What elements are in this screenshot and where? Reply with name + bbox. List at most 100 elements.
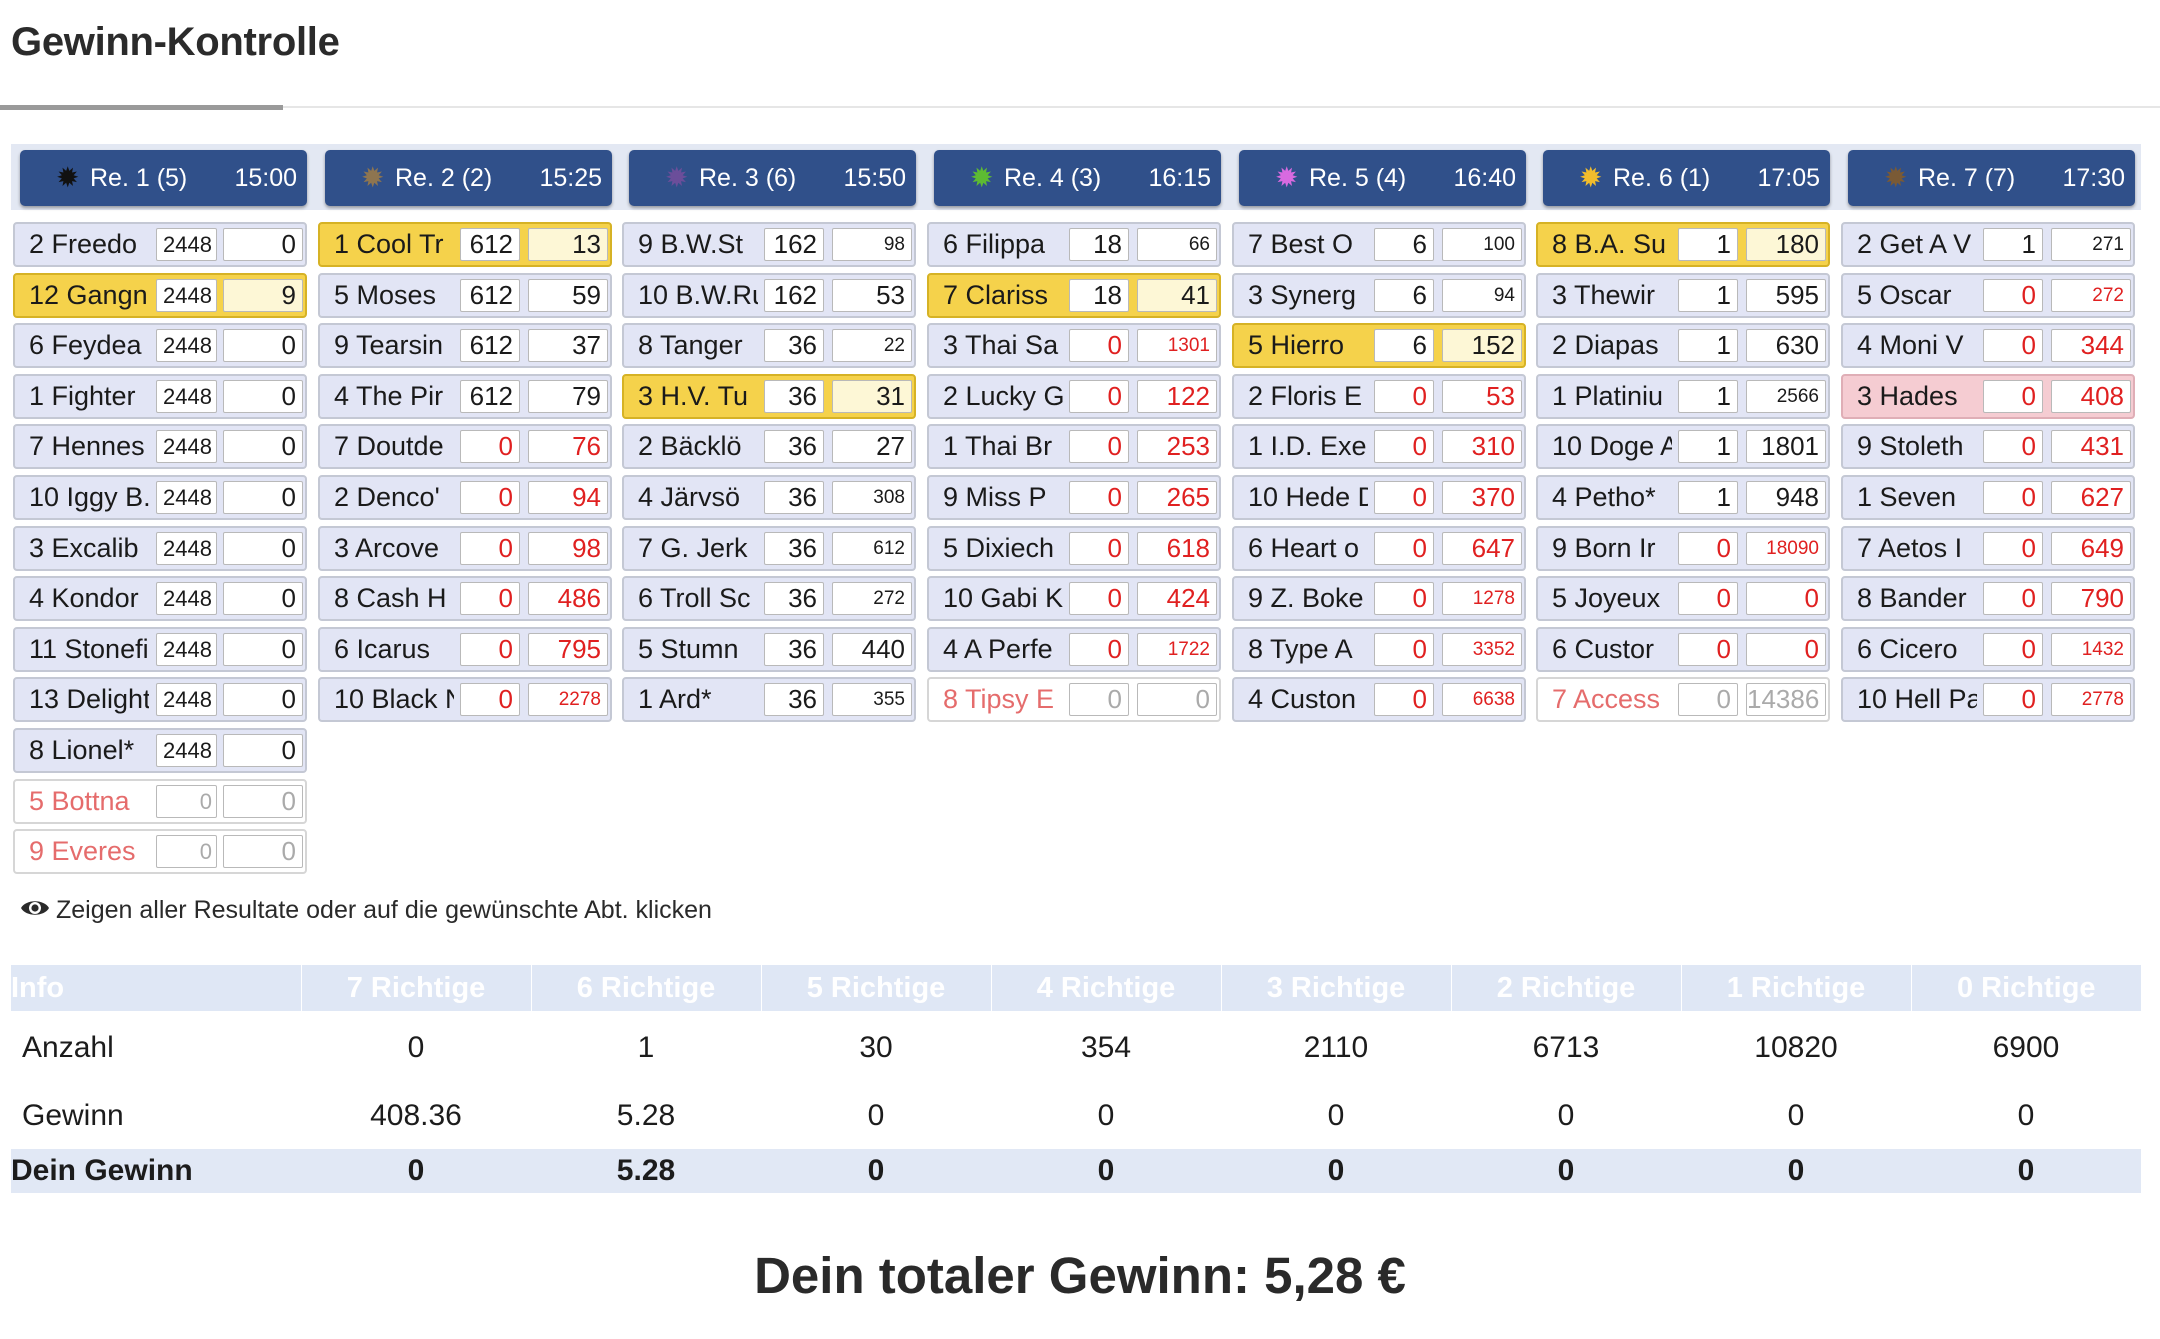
horse-row[interactable]: 8 Cash H 0 486 bbox=[318, 576, 612, 622]
horse-odds-value: 0 bbox=[223, 379, 303, 413]
horse-row[interactable]: 1 Cool Tr 612 13 bbox=[318, 222, 612, 267]
horse-row[interactable]: 2 Lucky G 0 122 bbox=[927, 373, 1221, 419]
horse-odds-value: 1801 bbox=[1746, 430, 1826, 464]
race-tab-5[interactable]: ✹ Re. 5 (4) 16:40 bbox=[1239, 150, 1526, 206]
horse-row[interactable]: 6 Cicero 0 1432 bbox=[1841, 626, 2135, 672]
table-cell: 0 bbox=[867, 1099, 885, 1132]
total-winnings: Dein totaler Gewinn: 5,28 € bbox=[754, 1247, 1406, 1304]
horse-row[interactable]: 4 Petho* 1 948 bbox=[1536, 475, 1830, 520]
horse-row[interactable]: 1 Thai Br 0 253 bbox=[927, 424, 1221, 470]
horse-odds-value: 94 bbox=[1442, 278, 1522, 312]
horse-name: 6 Custor bbox=[1552, 633, 1655, 664]
horse-row[interactable]: 1 Ard* 36 355 bbox=[622, 677, 916, 723]
horse-row[interactable]: 8 Bander 0 790 bbox=[1841, 576, 2135, 622]
horse-odds-value: 440 bbox=[832, 632, 912, 666]
horse-row[interactable]: 2 Freedo 2448 0 bbox=[13, 222, 307, 267]
eye-icon[interactable] bbox=[20, 897, 50, 926]
horse-row[interactable]: 5 Dixiech 0 618 bbox=[927, 525, 1221, 571]
horse-odds-value: 1301 bbox=[1137, 329, 1217, 363]
horse-row[interactable]: 7 Clariss 18 41 bbox=[927, 272, 1221, 318]
horse-row[interactable]: 9 Stoleth 0 431 bbox=[1841, 424, 2135, 470]
horse-row[interactable]: 7 Best O 6 100 bbox=[1232, 222, 1526, 267]
horse-stake-value: 0 bbox=[1983, 632, 2043, 666]
horse-odds-value: 100 bbox=[1442, 228, 1522, 261]
horse-row[interactable]: 7 Aetos I 0 649 bbox=[1841, 525, 2135, 571]
horse-row[interactable]: 3 Thai Sa 0 1301 bbox=[927, 323, 1221, 369]
horse-row[interactable]: 5 Moses 612 59 bbox=[318, 272, 612, 318]
horse-row[interactable]: 5 Hierro 6 152 bbox=[1232, 323, 1526, 369]
horse-row[interactable]: 7 Hennes 2448 0 bbox=[13, 424, 307, 470]
horse-row[interactable]: 12 Gangn 2448 9 bbox=[13, 272, 307, 318]
horse-row[interactable]: 7 Access 0 14386 bbox=[1536, 677, 1830, 723]
horse-row[interactable]: 2 Get A V 1 271 bbox=[1841, 222, 2135, 267]
horse-row[interactable]: 10 Doge A 1 1801 bbox=[1536, 424, 1830, 470]
race-tab-2[interactable]: ✹ Re. 2 (2) 15:25 bbox=[325, 150, 612, 206]
horse-row[interactable]: 3 Thewir 1 595 bbox=[1536, 272, 1830, 318]
horse-row[interactable]: 4 Moni V 0 344 bbox=[1841, 323, 2135, 369]
horse-stake-value: 1 bbox=[1983, 228, 2043, 261]
horse-row[interactable]: 2 Bäcklö 36 27 bbox=[622, 424, 916, 470]
horse-stake-value: 36 bbox=[764, 379, 824, 413]
horse-row[interactable]: 10 B.W.Ru 162 53 bbox=[622, 272, 916, 318]
horse-row[interactable]: 1 Fighter 2448 0 bbox=[13, 373, 307, 419]
horse-row[interactable]: 10 Hede D 0 370 bbox=[1232, 475, 1526, 520]
horse-name: 13 Delight bbox=[29, 684, 149, 715]
horse-row[interactable]: 9 B.W.St 162 98 bbox=[622, 222, 916, 267]
horse-row[interactable]: 10 Iggy B. 2448 0 bbox=[13, 475, 307, 520]
horse-row[interactable]: 6 Filippa 18 66 bbox=[927, 222, 1221, 267]
horse-row[interactable]: 10 Black N 0 2278 bbox=[318, 677, 612, 723]
horse-row[interactable]: 13 Delight 2448 0 bbox=[13, 677, 307, 723]
race-tab-3[interactable]: ✹ Re. 3 (6) 15:50 bbox=[629, 150, 916, 206]
horse-row[interactable]: 4 Järvsö 36 308 bbox=[622, 475, 916, 520]
horse-stake-value: 0 bbox=[1069, 582, 1129, 616]
horse-row[interactable]: 9 Tearsin 612 37 bbox=[318, 323, 612, 369]
horse-row[interactable]: 4 The Pir 612 79 bbox=[318, 373, 612, 419]
table-cell: 0 bbox=[1681, 1149, 1911, 1193]
horse-row[interactable]: 7 Doutde 0 76 bbox=[318, 424, 612, 470]
horse-row[interactable]: 2 Denco' 0 94 bbox=[318, 475, 612, 520]
horse-row[interactable]: 3 Arcove 0 98 bbox=[318, 525, 612, 571]
show-all-results-hint[interactable]: Zeigen aller Resultate oder auf die gewü… bbox=[20, 896, 712, 926]
horse-row[interactable]: 3 H.V. Tu 36 31 bbox=[622, 373, 916, 419]
horse-row[interactable]: 5 Joyeux 0 0 bbox=[1536, 576, 1830, 622]
horse-row[interactable]: 2 Floris E 0 53 bbox=[1232, 373, 1526, 419]
race-badge-icon: ✹ bbox=[970, 162, 994, 193]
horse-row[interactable]: 6 Troll Sc 36 272 bbox=[622, 576, 916, 622]
race-tab-4[interactable]: ✹ Re. 4 (3) 16:15 bbox=[934, 150, 1221, 206]
horse-row[interactable]: 6 Custor 0 0 bbox=[1536, 626, 1830, 672]
horse-row[interactable]: 5 Stumn 36 440 bbox=[622, 626, 916, 672]
horse-row[interactable]: 9 Z. Boke 0 1278 bbox=[1232, 576, 1526, 622]
horse-row[interactable]: 9 Miss P 0 265 bbox=[927, 475, 1221, 520]
horse-row[interactable]: 3 Hades 0 408 bbox=[1841, 373, 2135, 419]
horse-row[interactable]: 4 A Perfe 0 1722 bbox=[927, 626, 1221, 672]
race-tab-1[interactable]: ✹ Re. 1 (5) 15:00 bbox=[20, 150, 307, 206]
horse-row[interactable]: 6 Heart o 0 647 bbox=[1232, 525, 1526, 571]
horse-row[interactable]: 4 Kondor 2448 0 bbox=[13, 576, 307, 622]
horse-row[interactable]: 9 Everes 0 0 bbox=[13, 829, 307, 875]
horse-row[interactable]: 8 Type A 0 3352 bbox=[1232, 626, 1526, 672]
horse-name: 9 Everes bbox=[29, 836, 136, 867]
horse-row[interactable]: 8 Lionel* 2448 0 bbox=[13, 728, 307, 773]
horse-row[interactable]: 5 Oscar 0 272 bbox=[1841, 272, 2135, 318]
horse-row[interactable]: 1 Platiniu 1 2566 bbox=[1536, 373, 1830, 419]
race-tab-6[interactable]: ✹ Re. 6 (1) 17:05 bbox=[1543, 150, 1830, 206]
horse-row[interactable]: 4 Custon 0 6638 bbox=[1232, 677, 1526, 723]
horse-row[interactable]: 10 Gabi K 0 424 bbox=[927, 576, 1221, 622]
race-tab-7[interactable]: ✹ Re. 7 (7) 17:30 bbox=[1848, 150, 2135, 206]
horse-row[interactable]: 2 Diapas 1 630 bbox=[1536, 323, 1830, 369]
horse-row[interactable]: 11 Stonefi 2448 0 bbox=[13, 626, 307, 672]
horse-row[interactable]: 7 G. Jerk 36 612 bbox=[622, 525, 916, 571]
horse-row[interactable]: 10 Hell Pa 0 2778 bbox=[1841, 677, 2135, 723]
horse-stake-value: 36 bbox=[764, 430, 824, 464]
horse-row[interactable]: 6 Icarus 0 795 bbox=[318, 626, 612, 672]
horse-row[interactable]: 6 Feydea 2448 0 bbox=[13, 323, 307, 369]
horse-row[interactable]: 9 Born Ir 0 18090 bbox=[1536, 525, 1830, 571]
horse-row[interactable]: 3 Synerg 6 94 bbox=[1232, 272, 1526, 318]
horse-row[interactable]: 1 I.D. Exe 0 310 bbox=[1232, 424, 1526, 470]
horse-row[interactable]: 8 Tanger 36 22 bbox=[622, 323, 916, 369]
horse-row[interactable]: 1 Seven 0 627 bbox=[1841, 475, 2135, 520]
horse-row[interactable]: 5 Bottna 0 0 bbox=[13, 778, 307, 824]
horse-row[interactable]: 3 Excalib 2448 0 bbox=[13, 525, 307, 571]
horse-row[interactable]: 8 B.A. Su 1 180 bbox=[1536, 222, 1830, 267]
